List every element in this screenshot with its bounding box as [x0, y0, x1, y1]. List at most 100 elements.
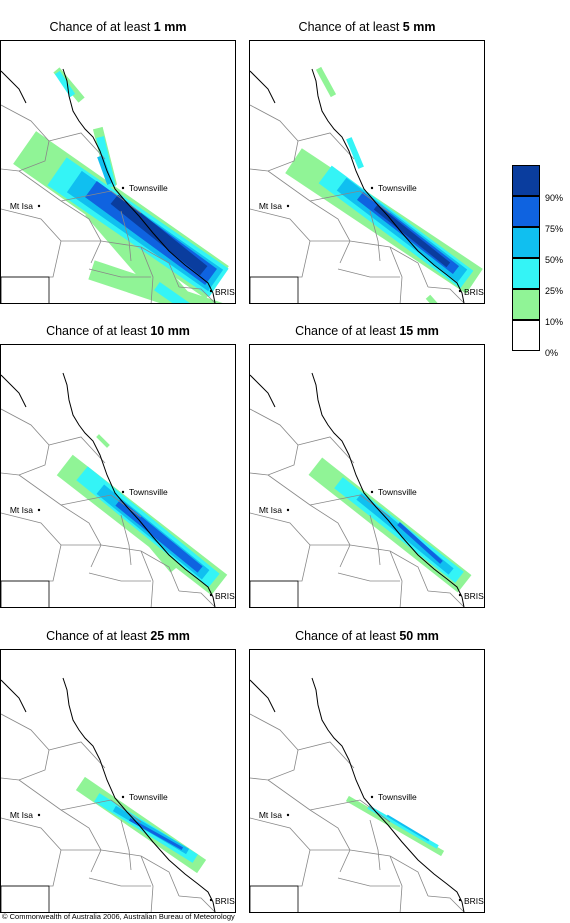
region-border: [250, 408, 299, 476]
region-border: [120, 210, 132, 262]
probability-band: [96, 434, 110, 448]
mount_isa-marker-icon: [286, 204, 290, 208]
probability-shading: [345, 795, 445, 857]
region-border: [297, 132, 355, 160]
brisbane-marker-icon: [209, 593, 213, 597]
region-border: [1, 817, 62, 887]
region-border: [100, 240, 180, 288]
region-border: [1, 713, 50, 781]
townsville-marker-icon: [121, 795, 125, 799]
copyright-notice: © Commonwealth of Australia 2006, Austra…: [2, 912, 235, 921]
probability-band: [154, 282, 190, 303]
townsville-marker-icon: [370, 186, 374, 190]
border-box: [250, 276, 299, 303]
map-canvas: Townsville Mt Isa BRIS: [1, 372, 235, 607]
rainfall-map: Townsville Mt Isa BRIS: [0, 649, 236, 913]
border-box: [250, 580, 299, 607]
border-box: [1, 885, 50, 912]
region-border: [48, 132, 106, 160]
region-border: [427, 895, 465, 912]
region-border: [337, 572, 400, 582]
region-border: [120, 819, 132, 871]
region-border: [427, 590, 465, 607]
coastline: [250, 679, 276, 713]
coastline: [62, 372, 216, 607]
brisbane-label: BRIS: [215, 287, 235, 297]
panel-title: Chance of at least 10 mm: [46, 324, 190, 338]
region-border: [250, 104, 299, 172]
legend-swatch-75: [512, 196, 540, 227]
region-border: [267, 779, 351, 873]
coastline: [311, 68, 465, 303]
map-canvas: Townsville Mt Isa BRIS: [1, 67, 235, 303]
brisbane-label: BRIS: [464, 896, 484, 906]
coastline: [1, 70, 27, 104]
legend-swatch-10: [512, 289, 540, 320]
border-box: [1, 276, 50, 303]
probability-band: [346, 137, 364, 169]
townsville-marker-icon: [370, 490, 374, 494]
coastline: [311, 372, 465, 607]
map-canvas: Townsville Mt Isa BRIS: [250, 66, 484, 303]
region-border: [48, 741, 106, 769]
probability-band: [54, 70, 76, 98]
region-border: [178, 895, 216, 912]
region-border: [100, 849, 180, 897]
panel-title: Chance of at least 15 mm: [295, 324, 439, 338]
region-border: [18, 474, 102, 568]
map-canvas: Townsville Mt Isa BRIS: [1, 677, 235, 912]
probability-band: [345, 795, 445, 857]
panel-title: Chance of at least 25 mm: [46, 629, 190, 643]
mount_isa-marker-icon: [286, 813, 290, 817]
coastline: [250, 374, 276, 408]
mount_isa-label: Mt Isa: [10, 201, 33, 211]
legend-swatch-0: [512, 320, 540, 351]
legend-swatch-25: [512, 258, 540, 289]
rainfall-map: Townsville Mt Isa BRIS: [0, 40, 236, 304]
region-border: [60, 190, 142, 214]
mount_isa-label: Mt Isa: [259, 505, 282, 515]
probability-band: [110, 194, 208, 276]
region-border: [309, 494, 391, 518]
region-border: [369, 514, 381, 566]
region-border: [250, 512, 311, 582]
region-border: [267, 474, 351, 568]
brisbane-label: BRIS: [215, 591, 235, 601]
legend-label-90: 90%: [545, 193, 564, 203]
region-border: [100, 544, 180, 592]
region-border: [250, 817, 311, 887]
probability-band: [425, 294, 438, 303]
brisbane-marker-icon: [209, 898, 213, 902]
brisbane-marker-icon: [458, 898, 462, 902]
region-border: [250, 208, 311, 278]
townsville-label: Townsville: [129, 183, 168, 193]
coastline: [250, 70, 276, 104]
coastline: [311, 677, 465, 912]
map-canvas: Townsville Mt Isa BRIS: [250, 677, 484, 912]
region-border: [140, 246, 154, 303]
townsville-label: Townsville: [378, 487, 417, 497]
coastline: [62, 677, 216, 912]
probability-band: [386, 814, 430, 842]
townsville-marker-icon: [121, 186, 125, 190]
border-box: [250, 885, 299, 912]
rainfall-map: Townsville Mt Isa BRIS: [249, 649, 485, 913]
mount_isa-label: Mt Isa: [259, 201, 282, 211]
townsville-marker-icon: [370, 795, 374, 799]
rainfall-map: Townsville Mt Isa BRIS: [0, 344, 236, 608]
region-border: [1, 408, 50, 476]
probability-shading: [13, 67, 229, 303]
region-border: [178, 590, 216, 607]
legend-label-0: 0%: [545, 348, 559, 358]
legend-label-50: 50%: [545, 255, 564, 265]
panel-title: Chance of at least 1 mm: [49, 20, 187, 34]
region-border: [309, 799, 391, 823]
region-border: [88, 572, 151, 582]
region-border: [309, 190, 391, 214]
probability-band: [397, 522, 443, 564]
probability-shading: [285, 66, 483, 303]
brisbane-label: BRIS: [464, 591, 484, 601]
map-canvas: Townsville Mt Isa BRIS: [250, 372, 484, 607]
region-border: [88, 877, 151, 887]
townsville-label: Townsville: [129, 792, 168, 802]
